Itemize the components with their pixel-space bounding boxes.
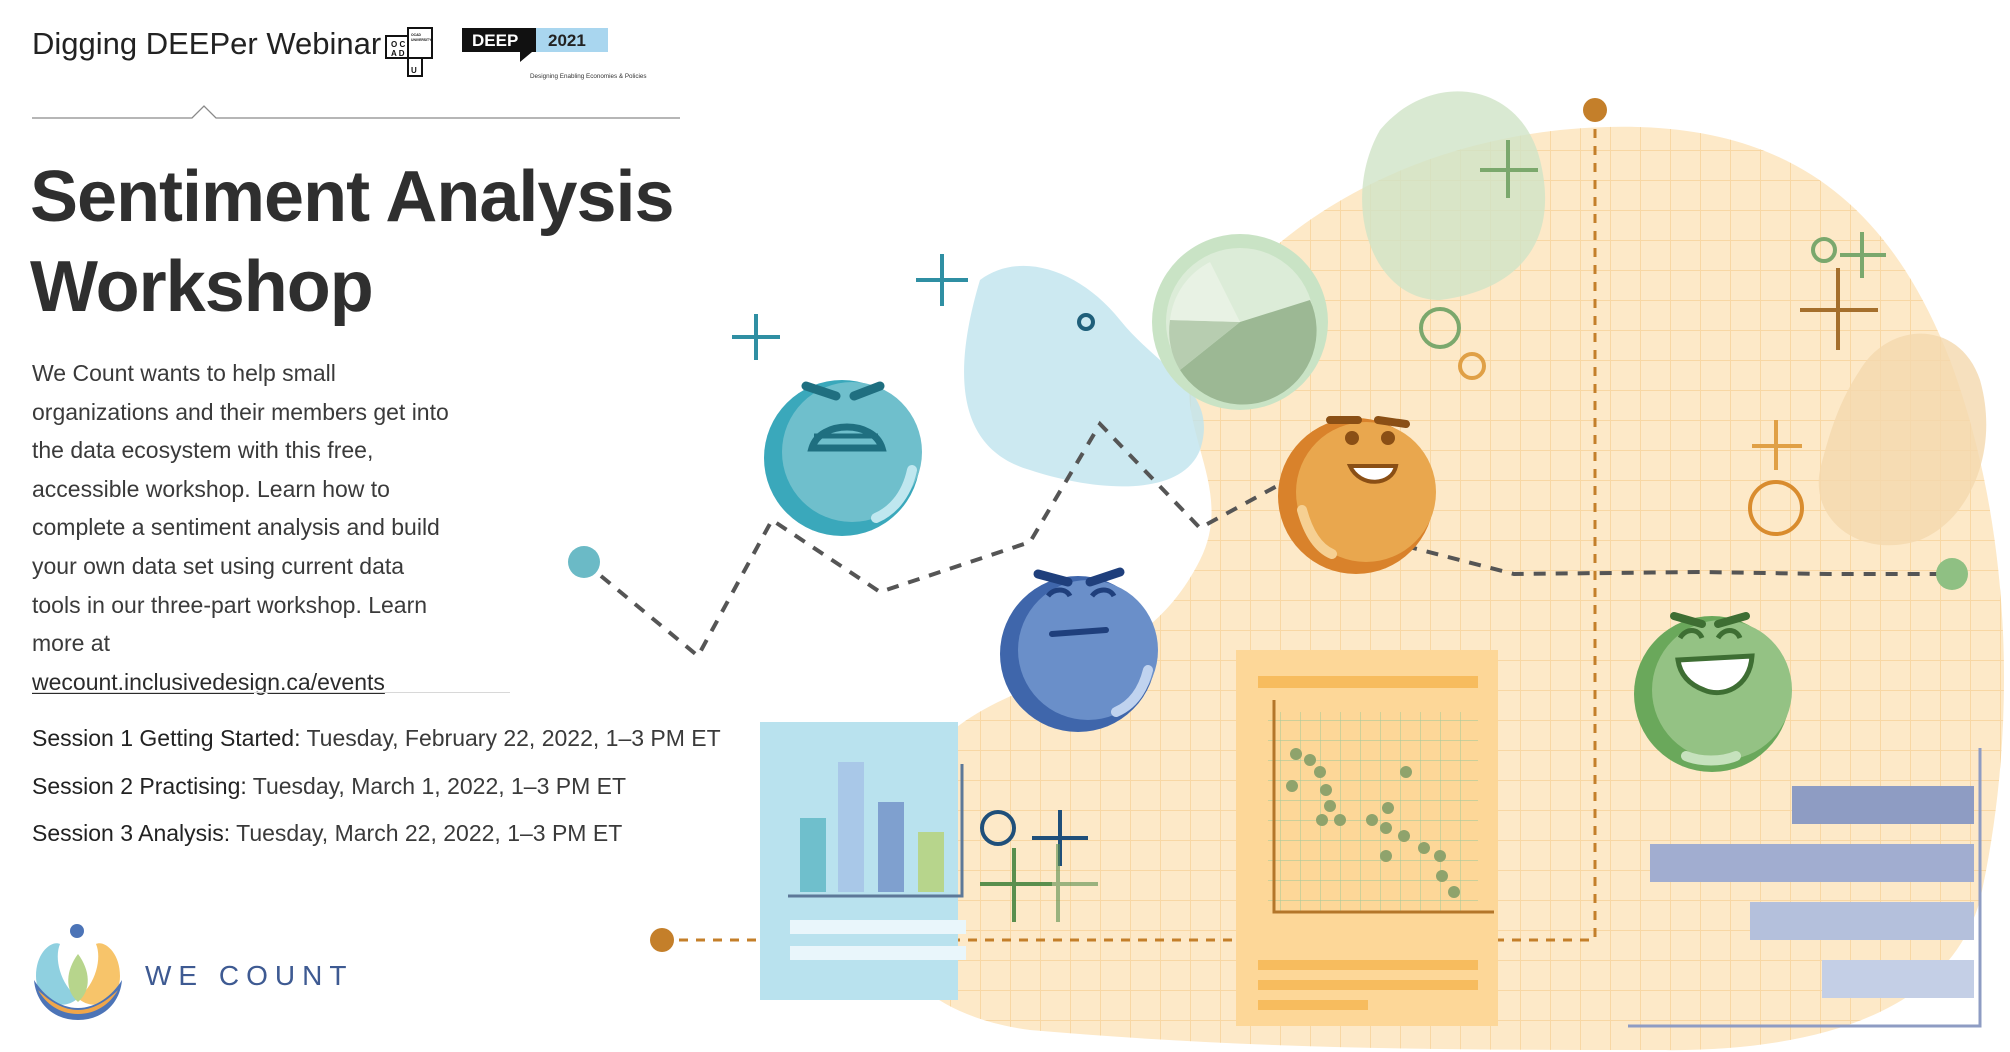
svg-text:OCAD: OCAD [411, 33, 422, 37]
ocad-university-logo: O C A D U OCAD UNIVERSITY [385, 27, 433, 77]
session-name: Session 2 Practising: [32, 772, 247, 799]
sentiment-illustration [568, 91, 2004, 1051]
session-name: Session 3 Analysis: [32, 820, 231, 846]
svg-text:UNIVERSITY: UNIVERSITY [411, 38, 432, 42]
description-text: We Count wants to help small organizatio… [32, 360, 449, 657]
session-item: Session 3 Analysis: Tuesday, March 22, 2… [32, 813, 721, 861]
horizontal-bar-chart-icon [1628, 748, 1982, 1028]
bar-chart-icon [760, 722, 966, 1000]
grid-overlay [876, 126, 2004, 1051]
session-item: Session 1 Getting Started: Tuesday, Febr… [32, 718, 721, 766]
laughing-green-face-icon [1634, 612, 1792, 772]
pie-chart-icon [1152, 234, 1328, 410]
we-count-logo-icon [34, 924, 122, 1020]
workshop-description: We Count wants to help small organizatio… [32, 354, 457, 701]
tan-blob [1818, 333, 1987, 546]
light-blue-blob [964, 265, 1204, 487]
deep-logo-tagline: Designing Enabling Economies & Policies [530, 73, 647, 80]
light-green-blob [1362, 91, 1546, 300]
deep-logo-word: DEEP [472, 31, 518, 50]
svg-text:O C: O C [391, 40, 405, 49]
session-datetime: Tuesday, March 22, 2022, 1–3 PM ET [236, 820, 623, 846]
page-title: Sentiment Analysis Workshop [30, 152, 710, 332]
webinar-title: Digging DEEPer Webinar [32, 26, 382, 61]
deep-logo-year: 2021 [548, 31, 586, 50]
annoyed-blue-face-icon [1000, 567, 1158, 732]
page-title-line1: Sentiment Analysis [30, 157, 675, 237]
svg-text:U: U [411, 66, 417, 75]
session-datetime: Tuesday, February 22, 2022, 1–3 PM ET [306, 725, 721, 751]
svg-text:A D: A D [391, 49, 405, 58]
left-panel: Digging DEEPer Webinar O C A D U OCAD UN… [0, 0, 721, 1052]
session-datetime: Tuesday, March 1, 2022, 1–3 PM ET [252, 772, 627, 799]
happy-orange-face-icon [1278, 416, 1436, 574]
angry-teal-face-icon [764, 380, 922, 536]
sparkle-decoration [732, 140, 1886, 922]
scatter-chart-icon [1236, 650, 1498, 1026]
section-divider [32, 692, 510, 693]
page-title-line2: Workshop [30, 247, 374, 327]
events-link[interactable]: wecount.inclusivedesign.ca/events [32, 668, 385, 695]
deep-2021-logo: DEEP 2021 Designing Enabling Economies &… [462, 28, 647, 80]
we-count-wordmark: WE COUNT [145, 960, 354, 991]
header-divider [32, 105, 680, 119]
session-list: Session 1 Getting Started: Tuesday, Febr… [32, 718, 721, 861]
session-item: Session 2 Practising: Tuesday, March 1, … [32, 766, 721, 814]
session-name: Session 1 Getting Started: [32, 725, 301, 751]
